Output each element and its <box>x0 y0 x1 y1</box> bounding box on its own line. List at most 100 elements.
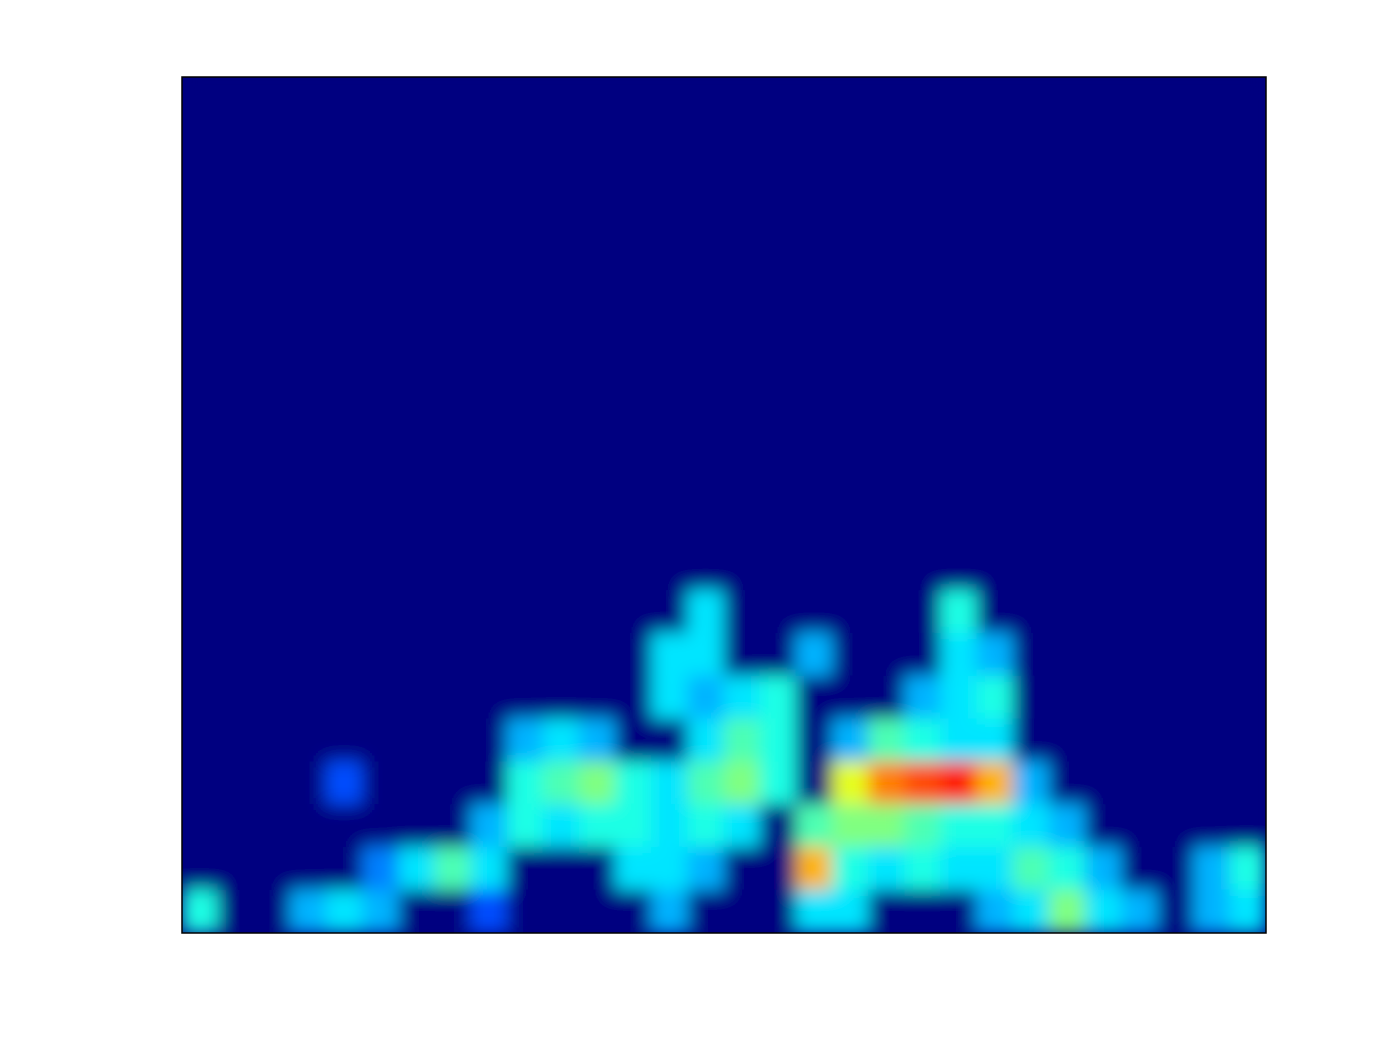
heatmap-cell <box>940 718 978 763</box>
heatmap-cell <box>1120 590 1159 634</box>
heatmap-cell <box>759 804 797 848</box>
plot-frame <box>181 76 1267 934</box>
heatmap-cell <box>506 418 544 463</box>
heatmap-cell <box>289 590 328 634</box>
heatmap-cell <box>615 846 653 891</box>
heatmap-cell <box>182 632 219 677</box>
heatmap-cell <box>651 590 689 634</box>
heatmap-cell <box>253 461 291 506</box>
heatmap-cell <box>651 718 689 763</box>
heatmap-cell <box>506 333 544 378</box>
heatmap-cell <box>470 290 508 335</box>
heatmap-cell <box>398 675 436 720</box>
heatmap-cell <box>723 247 761 292</box>
heatmap-cell <box>542 547 580 592</box>
heatmap-cell <box>1048 761 1086 806</box>
heatmap-cell <box>904 718 942 763</box>
heatmap-cell <box>434 504 472 549</box>
heatmap-cell <box>904 333 942 378</box>
heatmap-cell <box>868 889 906 933</box>
heatmap-cell <box>759 418 797 463</box>
heatmap-cell <box>542 675 580 720</box>
heatmap-cell <box>651 376 689 420</box>
heatmap-cell <box>398 77 436 121</box>
heatmap-cell <box>868 162 906 206</box>
heatmap-cell <box>723 77 761 121</box>
heatmap-cell <box>578 333 617 378</box>
heatmap-cell <box>1229 889 1266 933</box>
heatmap-cell <box>1084 204 1122 249</box>
heatmap-cell <box>470 204 508 249</box>
heatmap-cell <box>217 247 255 292</box>
heatmap-cell <box>217 590 255 634</box>
heatmap-cell <box>217 761 255 806</box>
heatmap-cell <box>470 376 508 420</box>
heatmap-cell <box>253 718 291 763</box>
heatmap-cell <box>289 376 328 420</box>
heatmap-cell <box>1229 333 1266 378</box>
heatmap-cell <box>940 461 978 506</box>
heatmap-cell <box>831 77 870 121</box>
heatmap-cell <box>182 204 219 249</box>
heatmap-cell <box>253 290 291 335</box>
heatmap-cell <box>651 418 689 463</box>
heatmap-cell <box>687 547 725 592</box>
heatmap-cell <box>615 547 653 592</box>
heatmap-cell <box>904 675 942 720</box>
heatmap-cell <box>362 247 400 292</box>
heatmap-cell <box>795 162 833 206</box>
heatmap-cell <box>578 889 617 933</box>
heatmap-cell <box>434 204 472 249</box>
heatmap-cell <box>868 632 906 677</box>
heatmap-cell <box>506 889 544 933</box>
heatmap-cell <box>687 504 725 549</box>
heatmap-cell <box>831 504 870 549</box>
heatmap-cell <box>470 247 508 292</box>
heatmap-cell <box>723 547 761 592</box>
heatmap-cell <box>1084 247 1122 292</box>
heatmap-cell <box>434 376 472 420</box>
heatmap-cell <box>217 804 255 848</box>
heatmap-cell <box>253 547 291 592</box>
heatmap-cell <box>289 204 328 249</box>
heatmap-cell <box>362 761 400 806</box>
heatmap-cell <box>470 718 508 763</box>
heatmap-cell <box>1229 376 1266 420</box>
heatmap-cell <box>362 675 400 720</box>
heatmap-cell <box>868 77 906 121</box>
heatmap-cell <box>1157 162 1195 206</box>
heatmap-cell <box>506 718 544 763</box>
heatmap-cell <box>506 461 544 506</box>
heatmap-cell <box>182 77 219 121</box>
heatmap-cell <box>976 461 1014 506</box>
heatmap-cell <box>253 162 291 206</box>
heatmap-cell <box>1084 804 1122 848</box>
heatmap-cell <box>831 761 870 806</box>
heatmap-cell <box>1120 418 1159 463</box>
heatmap-cell <box>1229 504 1266 549</box>
heatmap-cell <box>687 119 725 164</box>
heatmap-cell <box>398 761 436 806</box>
heatmap-cell <box>795 547 833 592</box>
heatmap-cell <box>506 77 544 121</box>
heatmap-cell <box>434 418 472 463</box>
heatmap-cell <box>723 119 761 164</box>
heatmap-cell <box>542 590 580 634</box>
heatmap-cell <box>868 675 906 720</box>
heatmap-cell <box>976 204 1014 249</box>
heatmap-cell <box>651 333 689 378</box>
heatmap-cell <box>1012 119 1050 164</box>
heatmap-cell <box>1012 77 1050 121</box>
heatmap-cell <box>651 119 689 164</box>
heatmap-cell <box>1084 418 1122 463</box>
heatmap-cell <box>182 718 219 763</box>
heatmap-cell <box>217 77 255 121</box>
heatmap-cell <box>615 675 653 720</box>
heatmap-cell <box>940 889 978 933</box>
heatmap-cell <box>723 632 761 677</box>
heatmap-cell <box>470 547 508 592</box>
heatmap-cell <box>940 376 978 420</box>
heatmap-cell <box>578 204 617 249</box>
heatmap-cell <box>831 675 870 720</box>
